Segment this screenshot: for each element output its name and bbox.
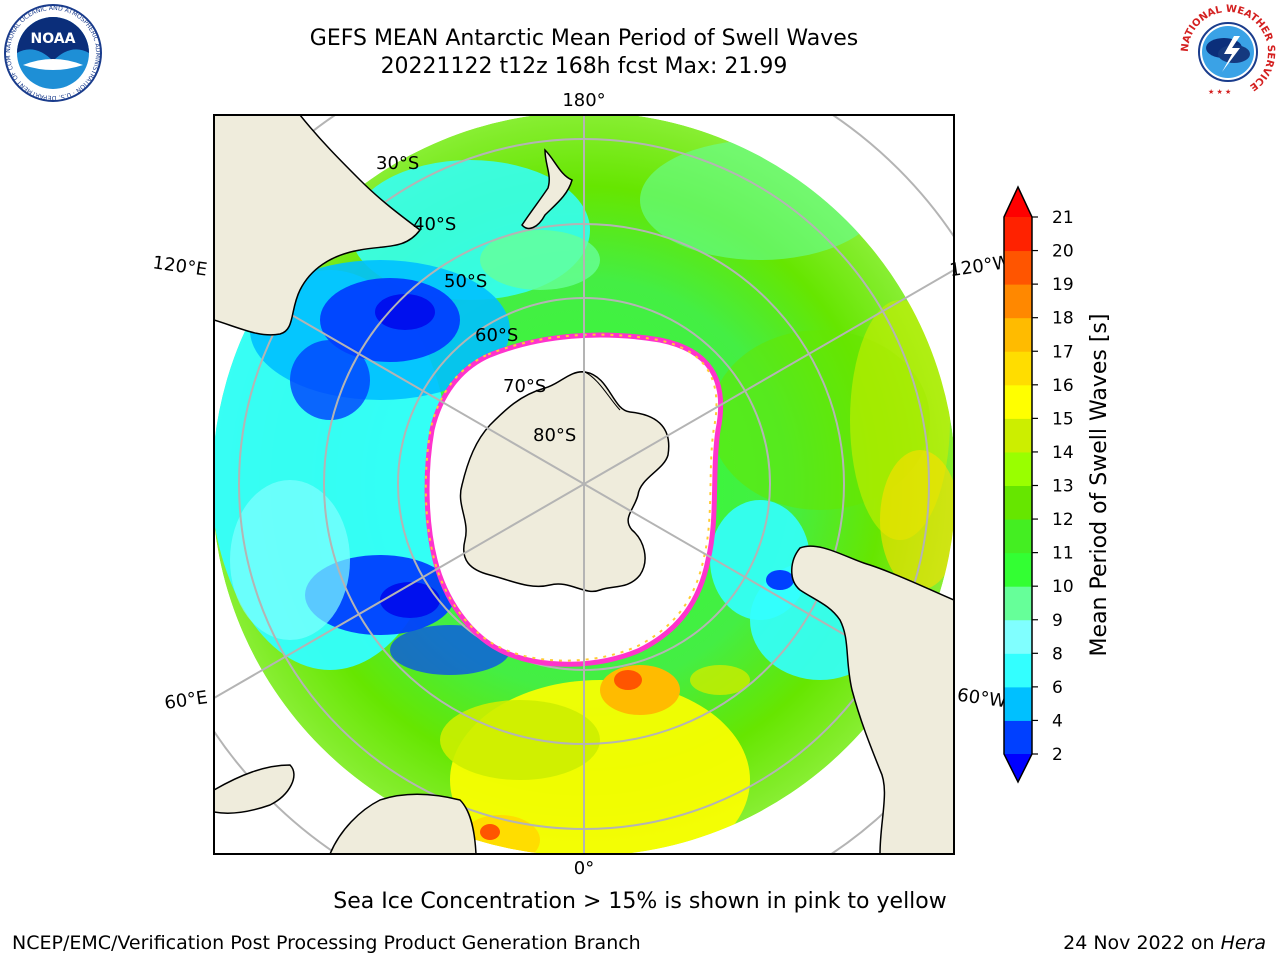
colorbar-tick-label: 17 (1052, 342, 1074, 362)
noaa-logo: NATIONAL OCEANIC AND ATMOSPHERIC ADMINIS… (3, 3, 102, 102)
lon-label-60e: 60°E (163, 687, 209, 714)
colorbar-segment (1004, 351, 1032, 386)
colorbar-tick-label: 21 (1052, 208, 1074, 228)
australia (214, 115, 422, 336)
colorbar-segment (1004, 250, 1032, 285)
colorbar-segment (1004, 586, 1032, 621)
lat-label-60s: 60°S (475, 325, 518, 346)
chart-subtitle: 20221122 t12z 168h fcst Max: 21.99 (380, 54, 788, 79)
lon-label-60w: 60°W (956, 685, 1008, 713)
colorbar-segment (1004, 485, 1032, 520)
colorbar-segment (1004, 653, 1032, 688)
colorbar-segment (1004, 619, 1032, 654)
svg-text:★ ★ ★: ★ ★ ★ (1208, 88, 1231, 96)
colorbar-tick-label: 2 (1052, 745, 1063, 765)
colorbar-segment (1004, 720, 1032, 755)
footer-date-text: 24 Nov 2022 on (1063, 932, 1221, 954)
colorbar-tick-label: 20 (1052, 242, 1074, 262)
madagascar (214, 764, 295, 814)
colorbar-segment (1004, 451, 1032, 486)
lat-label-30s: 30°S (376, 153, 419, 174)
lon-label-120w: 120°W (948, 252, 1012, 281)
colorbar-tick-label: 6 (1052, 678, 1063, 698)
colorbar-tick-label: 15 (1052, 409, 1074, 429)
land-masses (214, 115, 954, 854)
colorbar-tick-label: 8 (1052, 644, 1063, 664)
colorbar-tick-label: 11 (1052, 544, 1074, 564)
colorbar-under-triangle (1004, 754, 1032, 782)
lat-label-80s: 80°S (533, 425, 576, 446)
colorbar-tick-label: 13 (1052, 477, 1074, 497)
colorbar-segment (1004, 519, 1032, 554)
colorbar-label: Mean Period of Swell Waves [s] (1087, 314, 1112, 657)
colorbar-segment (1004, 686, 1032, 721)
map-frame (213, 114, 955, 855)
footer-machine: Hera (1220, 932, 1266, 954)
chart-title: GEFS MEAN Antarctic Mean Period of Swell… (309, 26, 859, 51)
colorbar-tick-label: 14 (1052, 443, 1074, 463)
footer-date: 24 Nov 2022 on Hera (1063, 932, 1266, 954)
lon-label-180: 180° (562, 90, 605, 111)
colorbar-tick-label: 9 (1052, 611, 1063, 631)
colorbar-tick-label: 18 (1052, 309, 1074, 329)
nws-logo: NATIONAL WEATHER SERVICE ★ ★ ★ (1180, 4, 1276, 100)
colorbar-segment (1004, 384, 1032, 419)
lat-label-40s: 40°S (413, 214, 456, 235)
colorbar-segment (1004, 317, 1032, 352)
colorbar-tick-label: 12 (1052, 510, 1074, 530)
lon-label-120e: 120°E (151, 252, 208, 280)
colorbar-tick-label: 10 (1052, 577, 1074, 597)
colorbar-tick-label: 16 (1052, 376, 1074, 396)
colorbar-segment (1004, 217, 1032, 252)
colorbar: 2 4 6 8 9 10 11 12 13 14 15 16 17 18 19 20 21 (1003, 185, 1074, 784)
lat-label-70s: 70°S (503, 376, 546, 397)
lat-label-50s: 50°S (444, 271, 487, 292)
colorbar-tick-label: 4 (1052, 711, 1063, 731)
africa (329, 793, 477, 854)
footer-credit: NCEP/EMC/Verification Post Processing Pr… (12, 932, 641, 954)
lon-label-0: 0° (574, 858, 594, 879)
new-zealand (521, 148, 573, 230)
colorbar-segment (1004, 284, 1032, 319)
svg-text:NOAA: NOAA (31, 31, 76, 47)
antarctica (459, 371, 670, 593)
colorbar-tick-label: 19 (1052, 275, 1074, 295)
map-area (214, 115, 954, 854)
colorbar-over-triangle (1004, 187, 1032, 217)
colorbar-segment (1004, 418, 1032, 453)
colorbar-segment (1004, 552, 1032, 587)
sea-ice-note: Sea Ice Concentration > 15% is shown in … (333, 889, 947, 914)
south-america (791, 545, 954, 854)
